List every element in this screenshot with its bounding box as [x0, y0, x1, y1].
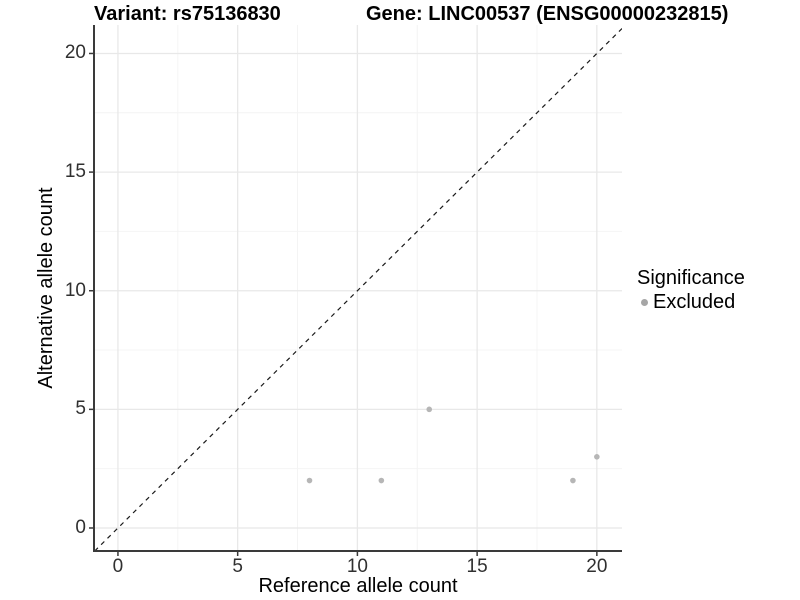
- legend-item-label: Excluded: [653, 291, 736, 313]
- data-point: [378, 477, 385, 484]
- x-tick-label: 15: [466, 556, 488, 577]
- x-tick-label: 20: [586, 556, 608, 577]
- plot-title-gene: Gene: LINC00537 (ENSG00000232815): [366, 3, 729, 25]
- legend-title: Significance: [637, 267, 745, 289]
- identity-dashed-line: [94, 28, 622, 551]
- y-tick-label: 20: [64, 42, 86, 64]
- x-axis-title: Reference allele count: [258, 575, 458, 597]
- data-point: [594, 454, 600, 460]
- legend-point-icon: [641, 298, 648, 306]
- data-point: [570, 477, 576, 484]
- data-point: [426, 406, 433, 413]
- x-tick-label: 10: [346, 556, 368, 577]
- y-tick-label: 5: [75, 398, 86, 420]
- y-tick-label: 0: [75, 516, 86, 538]
- legend-item-excluded: Excluded: [637, 290, 745, 314]
- plot-title-variant: Variant: rs75136830: [94, 3, 281, 25]
- y-axis-title: Alternative allele count: [35, 187, 57, 389]
- y-tick-label: 10: [64, 279, 86, 301]
- x-tick-label: 0: [112, 556, 124, 577]
- y-tick-label: 15: [64, 161, 86, 183]
- x-tick-label: 5: [232, 556, 243, 577]
- legend: Significance Excluded: [637, 266, 745, 314]
- data-point: [306, 477, 313, 484]
